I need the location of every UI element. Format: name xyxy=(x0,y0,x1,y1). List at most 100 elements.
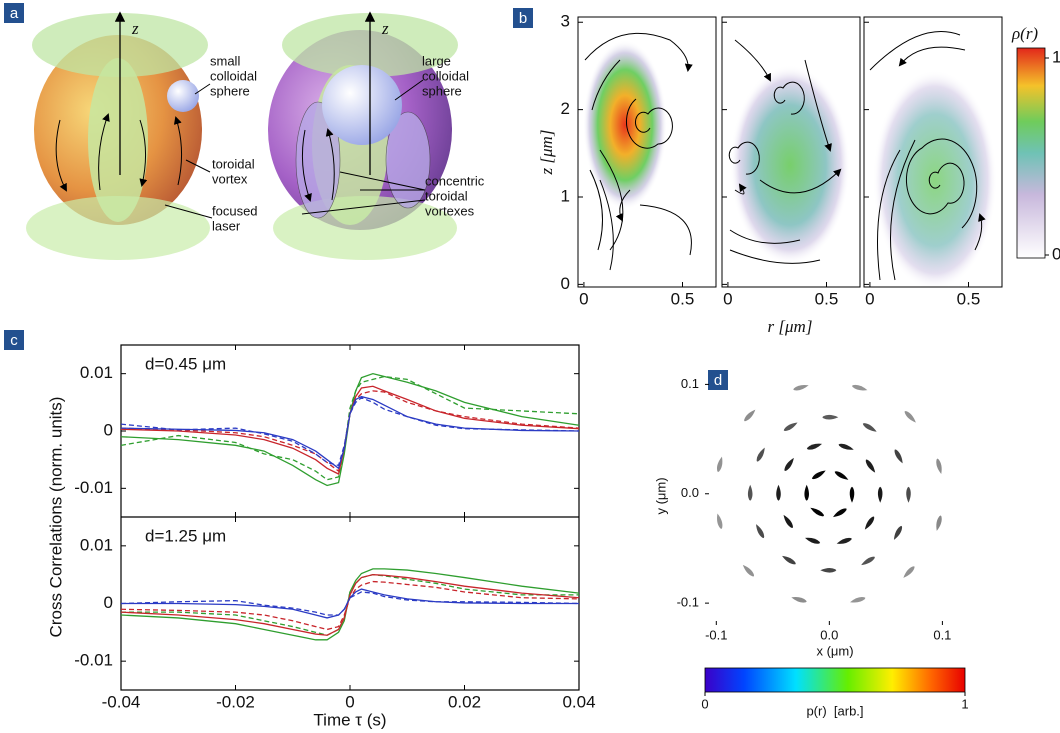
x-axis-label: x (μm) xyxy=(816,643,853,658)
colorbar xyxy=(704,667,966,693)
vector xyxy=(833,508,847,518)
vector xyxy=(791,597,807,603)
annotation: vortexes xyxy=(425,203,475,218)
annotation: focused xyxy=(212,203,258,218)
x-tick-label: 0 xyxy=(579,289,588,308)
subplot-frame xyxy=(721,16,861,288)
annotation: small xyxy=(210,53,240,68)
vector xyxy=(822,414,839,420)
vector xyxy=(906,486,911,503)
vector xyxy=(936,458,942,475)
subplot-frame xyxy=(577,16,717,288)
vector xyxy=(850,597,866,603)
colorbar xyxy=(1016,47,1046,259)
y-tick-label: 0.1 xyxy=(681,376,699,391)
vector xyxy=(784,457,794,472)
annotation: d=0.45 μm xyxy=(145,354,226,373)
vector xyxy=(864,516,875,530)
vector xyxy=(717,513,723,529)
panel-label: b xyxy=(519,10,527,27)
illustration-large-sphere xyxy=(268,11,458,260)
vector xyxy=(756,447,765,462)
y-tick-label: -0.01 xyxy=(74,478,113,497)
series-line xyxy=(120,395,580,470)
series-line xyxy=(121,574,579,636)
series-line xyxy=(120,568,580,641)
vector xyxy=(744,409,756,422)
vector xyxy=(820,568,837,573)
x-tick-label: 0 xyxy=(345,692,354,711)
x-tick-label: 0 xyxy=(723,289,732,308)
y-tick-label: 0 xyxy=(104,593,113,612)
vector xyxy=(776,484,781,501)
colorbar-tick-label: 0 xyxy=(1052,244,1060,263)
series-line xyxy=(120,390,580,473)
series-line xyxy=(120,574,580,636)
annotation: sphere xyxy=(422,83,462,98)
vector xyxy=(903,566,915,578)
vector xyxy=(793,384,809,391)
vector xyxy=(783,514,793,528)
vector xyxy=(804,537,821,544)
annotation: sphere xyxy=(210,83,250,98)
vector xyxy=(810,507,824,517)
x-axis-label: Time τ (s) xyxy=(313,710,386,729)
annotation: large xyxy=(422,53,451,68)
vector xyxy=(861,556,875,566)
colorbar-tick-label: 0 xyxy=(701,696,708,711)
series-line xyxy=(121,588,579,619)
x-axis-label: r [μm] xyxy=(768,317,813,336)
y-tick-label: 2 xyxy=(561,99,570,118)
panel-label-box xyxy=(4,330,24,350)
y-axis-label: Cross Correlations (norm. units) xyxy=(46,397,65,638)
colorbar-label: p(r) [arb.] xyxy=(806,703,863,718)
vector xyxy=(742,564,754,577)
annotation: toroidal xyxy=(425,188,468,203)
axis-label: z xyxy=(381,19,389,38)
vector xyxy=(806,443,823,450)
vector xyxy=(834,471,849,480)
vector xyxy=(904,411,916,423)
x-tick-label: 0.02 xyxy=(448,692,481,711)
vector xyxy=(716,456,723,473)
y-axis-label: y (μm) xyxy=(653,477,668,514)
vector xyxy=(865,459,876,473)
x-tick-label: 0.0 xyxy=(820,627,838,642)
y-tick-label: -0.01 xyxy=(74,651,113,670)
vector xyxy=(936,515,942,531)
annotation: colloidal xyxy=(422,68,469,83)
series-line xyxy=(120,397,580,467)
x-tick-label: 0.1 xyxy=(933,627,951,642)
vector xyxy=(862,423,877,432)
vector xyxy=(782,555,796,565)
subplot-frame xyxy=(863,16,1003,288)
x-tick-label: 0.5 xyxy=(957,289,981,308)
vector xyxy=(804,484,809,501)
colorbar-label: ρ(r) xyxy=(1011,24,1038,43)
annotation: vortex xyxy=(212,171,248,186)
x-tick-label: 0.04 xyxy=(562,692,595,711)
y-tick-label: 0.01 xyxy=(80,363,113,382)
vector xyxy=(756,524,765,539)
illustration-small-sphere xyxy=(26,11,213,260)
annotation: laser xyxy=(212,218,241,233)
vector xyxy=(747,484,753,501)
y-tick-label: 1 xyxy=(561,186,570,205)
x-tick-label: -0.1 xyxy=(705,627,727,642)
colorbar-tick-label: 1 xyxy=(1052,47,1060,66)
vector xyxy=(893,525,903,540)
panel-label: c xyxy=(10,332,18,349)
x-tick-label: -0.02 xyxy=(216,692,255,711)
vector xyxy=(812,470,826,480)
annotation: d=1.25 μm xyxy=(145,526,226,545)
y-tick-label: -0.1 xyxy=(677,595,699,610)
series-line xyxy=(120,375,580,481)
y-tick-label: 0 xyxy=(104,420,113,439)
y-axis-label: z [μm] xyxy=(537,130,556,176)
vector xyxy=(836,537,852,544)
panel-label-box xyxy=(4,3,24,23)
panel-label: a xyxy=(10,5,19,22)
annotation: colloidal xyxy=(210,68,257,83)
